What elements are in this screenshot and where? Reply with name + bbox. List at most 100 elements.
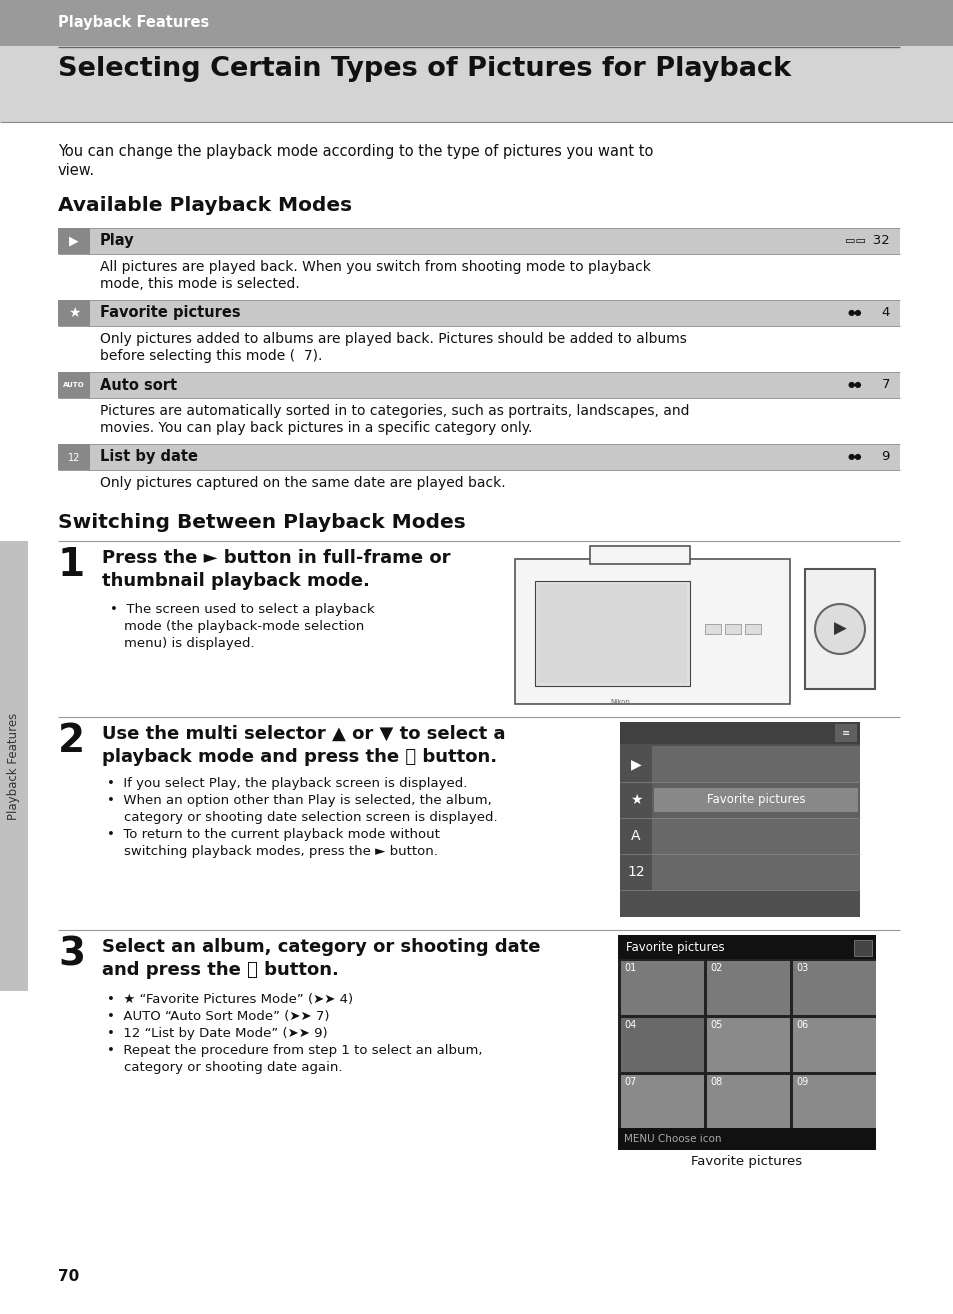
Bar (589, 547, 689, 564)
Text: ≡: ≡ (841, 728, 849, 738)
Bar (619, 746, 859, 782)
Bar (620, 961, 703, 1014)
Text: 06: 06 (795, 1020, 807, 1030)
Bar (706, 961, 789, 1014)
Circle shape (814, 604, 864, 654)
Bar (0, 541, 28, 991)
Bar (619, 782, 859, 819)
Text: thumbnail playback mode.: thumbnail playback mode. (102, 572, 370, 590)
Text: ★: ★ (68, 306, 80, 321)
Text: 12: 12 (68, 453, 80, 463)
Text: Nikon: Nikon (609, 699, 629, 706)
Text: 01: 01 (623, 963, 636, 972)
Text: You can change the playback mode according to the type of pictures you want to: You can change the playback mode accordi… (58, 145, 653, 159)
Text: List by date: List by date (100, 449, 198, 465)
Text: before selecting this mode (  7).: before selecting this mode ( 7). (100, 350, 322, 363)
Text: Select an album, category or shooting date: Select an album, category or shooting da… (102, 938, 540, 957)
Bar (618, 936, 875, 1150)
Text: ●●: ●● (847, 309, 862, 318)
Bar (619, 782, 651, 819)
Text: ★: ★ (629, 794, 641, 807)
Bar (58, 372, 90, 398)
Text: 09: 09 (795, 1077, 807, 1087)
Text: 3: 3 (58, 936, 85, 972)
Bar (853, 940, 871, 957)
Bar (58, 444, 90, 470)
Text: ●●: ●● (847, 381, 862, 389)
Text: 7: 7 (881, 378, 889, 392)
Bar (706, 1075, 789, 1129)
Text: category or shooting date again.: category or shooting date again. (107, 1060, 342, 1074)
Bar (58, 300, 90, 326)
Text: Selecting Certain Types of Pictures for Playback: Selecting Certain Types of Pictures for … (58, 57, 790, 81)
Text: category or shooting date selection screen is displayed.: category or shooting date selection scre… (107, 811, 497, 824)
Text: view.: view. (58, 163, 95, 177)
Text: Play: Play (100, 234, 134, 248)
Bar (619, 746, 651, 782)
Bar (58, 300, 899, 326)
Text: ▭▭: ▭▭ (844, 237, 865, 246)
Text: switching playback modes, press the ► button.: switching playback modes, press the ► bu… (107, 845, 437, 858)
Text: Auto sort: Auto sort (100, 377, 177, 393)
Text: •  When an option other than Play is selected, the album,: • When an option other than Play is sele… (107, 794, 491, 807)
Bar (654, 788, 857, 812)
Bar (704, 624, 720, 633)
Text: •  Repeat the procedure from step 1 to select an album,: • Repeat the procedure from step 1 to se… (107, 1045, 482, 1056)
Bar (0, 46, 953, 122)
Text: 04: 04 (623, 1020, 636, 1030)
Text: Pictures are automatically sorted in to categories, such as portraits, landscape: Pictures are automatically sorted in to … (100, 403, 689, 418)
Text: AUTO: AUTO (63, 382, 85, 388)
Bar (619, 819, 651, 854)
Text: •  To return to the current playback mode without: • To return to the current playback mode… (107, 828, 439, 841)
Text: A: A (631, 829, 640, 844)
Text: 03: 03 (795, 963, 807, 972)
Text: Only pictures added to albums are played back. Pictures should be added to album: Only pictures added to albums are played… (100, 332, 686, 346)
Bar (706, 1018, 789, 1072)
Text: Favorite pictures: Favorite pictures (691, 1155, 801, 1168)
Bar (58, 229, 899, 254)
Text: 4: 4 (881, 306, 889, 319)
Text: mode, this mode is selected.: mode, this mode is selected. (100, 277, 299, 290)
Text: Playback Features: Playback Features (58, 16, 209, 30)
Text: ▶: ▶ (70, 234, 79, 247)
Text: Favorite pictures: Favorite pictures (706, 794, 804, 807)
Text: Available Playback Modes: Available Playback Modes (58, 196, 352, 215)
Bar (792, 1018, 875, 1072)
Text: Favorite pictures: Favorite pictures (625, 941, 724, 954)
Text: ▶: ▶ (630, 757, 640, 771)
Bar (834, 724, 856, 742)
Text: 05: 05 (709, 1020, 721, 1030)
Text: Press the ► button in full-frame or: Press the ► button in full-frame or (102, 549, 450, 568)
Text: Use the multi selector ▲ or ▼ to select a: Use the multi selector ▲ or ▼ to select … (102, 725, 505, 742)
Bar (724, 624, 740, 633)
Bar (58, 372, 899, 398)
Text: •  If you select Play, the playback screen is displayed.: • If you select Play, the playback scree… (107, 777, 467, 790)
Text: Playback Features: Playback Features (8, 712, 20, 820)
Bar (619, 721, 859, 744)
Text: 08: 08 (709, 1077, 721, 1087)
Bar (620, 1075, 703, 1129)
Bar (792, 961, 875, 1014)
Text: Favorite pictures: Favorite pictures (100, 305, 240, 321)
Text: •  The screen used to select a playback: • The screen used to select a playback (110, 603, 375, 616)
Text: menu) is displayed.: menu) is displayed. (124, 637, 254, 650)
Bar (804, 569, 874, 689)
Text: ▶: ▶ (833, 620, 845, 639)
Text: 2: 2 (58, 721, 85, 759)
Text: 1: 1 (58, 547, 85, 583)
Bar (619, 854, 859, 890)
Bar (619, 819, 859, 854)
Text: mode (the playback-mode selection: mode (the playback-mode selection (124, 620, 364, 633)
Bar (537, 583, 686, 683)
Text: 9: 9 (881, 451, 889, 464)
Bar (618, 936, 875, 959)
Bar (535, 581, 689, 686)
Text: Only pictures captured on the same date are played back.: Only pictures captured on the same date … (100, 476, 505, 490)
Bar (619, 854, 651, 890)
Text: 12: 12 (626, 865, 644, 879)
Text: and press the Ⓖ button.: and press the Ⓖ button. (102, 961, 338, 979)
Text: •  12 “List by Date Mode” (➤➤ 9): • 12 “List by Date Mode” (➤➤ 9) (107, 1028, 327, 1039)
Text: All pictures are played back. When you switch from shooting mode to playback: All pictures are played back. When you s… (100, 260, 650, 275)
Text: Switching Between Playback Modes: Switching Between Playback Modes (58, 512, 465, 532)
Text: •  ★ “Favorite Pictures Mode” (➤➤ 4): • ★ “Favorite Pictures Mode” (➤➤ 4) (107, 993, 353, 1007)
